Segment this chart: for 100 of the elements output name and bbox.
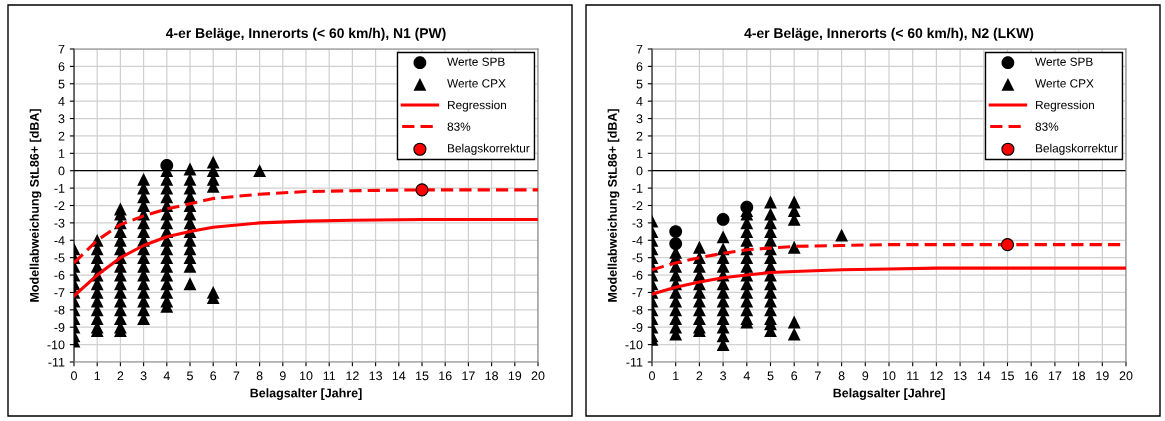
y-tick-label: 7 [58,44,65,54]
legend-label: 83% [447,122,471,131]
y-tick-label: 3 [636,114,643,124]
legend-label: Regression [448,100,507,112]
x-tick-label: 15 [416,371,429,381]
y-tick-label: -3 [54,218,65,228]
y-tick-label: 5 [58,79,65,89]
y-tick-label: -8 [54,305,65,315]
x-tick-label: 7 [815,371,821,381]
chart-title: 4-er Beläge, Innerorts (< 60 km/h), N2 (LKW) [744,27,1034,41]
y-tick-label: -9 [54,323,65,332]
y-tick-label: 1 [636,149,643,158]
y-tick-label: -6 [54,270,65,280]
x-tick-label: 12 [930,371,943,381]
x-tick-label: 5 [767,371,774,381]
x-tick-label: 4 [163,371,170,381]
y-tick-label: -10 [47,340,65,350]
y-tick-label: -7 [632,288,643,297]
x-tick-label: 13 [954,371,967,381]
x-tick-label: 18 [485,371,499,381]
x-tick-label: 10 [300,371,313,381]
x-tick-label: 14 [977,371,991,381]
y-tick-label: -10 [625,340,643,350]
y-tick-label: -7 [54,288,65,297]
legend-label: 83% [1035,122,1059,131]
point [716,213,730,226]
x-tick-label: 3 [720,371,727,381]
y-tick-label: 7 [636,44,643,54]
y-tick-label: -5 [54,253,65,263]
x-tick-label: 9 [279,371,286,381]
x-tick-label: 2 [117,371,124,381]
y-tick-label: -2 [632,201,643,211]
y-axis-title: Modellabweichung StL86+ [dBA] [29,109,42,302]
point [1000,238,1015,252]
y-tick-label: -9 [632,323,643,332]
legend-label: Werte SPB [447,57,505,66]
x-axis-title: Belagsalter [Jahre] [833,388,945,400]
x-tick-label: 10 [883,371,896,381]
x-tick-label: 11 [907,371,919,381]
x-tick-label: 17 [462,371,475,381]
x-tick-label: 17 [1048,371,1062,381]
x-tick-label: 20 [1119,371,1133,381]
y-tick-label: 1 [58,149,65,158]
x-tick-label: 0 [649,371,655,381]
y-axis-title: Modellabweichung StL86+ [dBA] [607,109,620,302]
y-tick-label: -11 [48,357,65,367]
x-tick-label: 15 [1001,371,1014,381]
x-tick-label: 1 [673,371,679,381]
legend-label: Belagskorrektur [1036,143,1118,155]
x-tick-label: 1 [94,371,101,381]
x-tick-label: 2 [696,371,703,381]
x-tick-label: 3 [140,371,147,381]
x-tick-label: 5 [187,371,193,381]
x-tick-label: 16 [1025,371,1038,381]
x-tick-label: 20 [531,371,545,381]
x-tick-label: 9 [862,371,869,381]
y-tick-label: 4 [58,97,65,106]
y-tick-label: -1 [54,184,65,193]
y-tick-label: 5 [636,79,643,89]
legend-label: Belagskorrektur [448,143,530,155]
y-tick-label: 0 [636,166,643,176]
x-tick-label: 7 [233,371,240,381]
x-tick-label: 8 [256,371,263,381]
x-tick-label: 6 [791,371,798,381]
legend-label: Werte SPB [1035,57,1093,66]
y-tick-label: 6 [636,62,643,72]
x-tick-label: 0 [71,371,77,381]
x-tick-label: 19 [508,371,522,381]
x-tick-label: 13 [369,371,382,381]
y-tick-label: -5 [632,253,643,263]
point [669,237,683,251]
x-tick-label: 4 [743,371,750,381]
y-tick-label: -6 [632,270,643,280]
x-tick-label: 16 [439,371,452,381]
legend-label: Werte CPX [1035,79,1094,88]
y-tick-label: -11 [626,357,643,367]
point [669,225,683,238]
y-tick-label: -2 [54,201,65,211]
y-tick-label: -3 [632,218,643,228]
y-tick-label: 2 [58,131,65,141]
legend-label: Regression [1036,100,1095,112]
y-tick-label: 6 [58,62,65,72]
y-tick-label: 2 [636,131,643,141]
x-tick-label: 19 [1096,371,1109,381]
chart-title: 4-er Beläge, Innerorts (< 60 km/h), N1 (PW) [165,27,446,41]
x-tick-label: 12 [346,371,359,381]
y-tick-label: -4 [54,236,65,245]
x-axis-title: Belagsalter [Jahre] [250,388,362,400]
x-tick-label: 6 [210,371,217,381]
y-tick-label: -8 [632,305,643,315]
y-tick-label: 3 [58,114,65,124]
x-tick-label: 11 [323,371,336,381]
x-tick-label: 18 [1072,371,1086,381]
line-series [74,217,538,298]
y-tick-label: 4 [636,97,643,106]
y-tick-label: -4 [632,236,643,245]
x-tick-label: 14 [392,371,406,381]
y-tick-label: -1 [632,184,643,193]
y-tick-label: 0 [58,166,65,176]
legend-label: Werte CPX [447,79,506,88]
